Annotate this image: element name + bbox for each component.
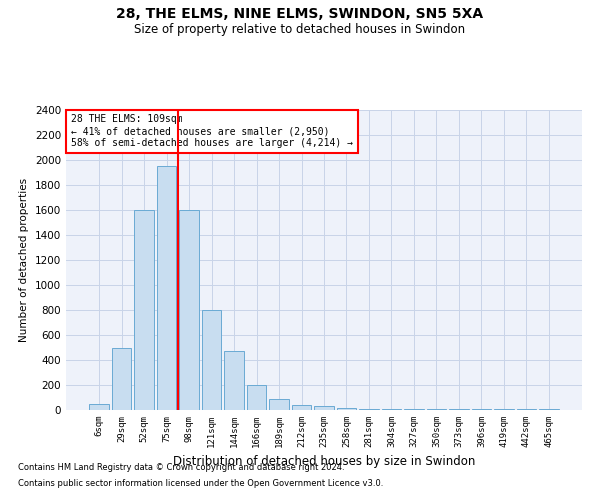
Bar <box>359 409 379 410</box>
Text: Contains HM Land Registry data © Crown copyright and database right 2024.: Contains HM Land Registry data © Crown c… <box>18 464 344 472</box>
Bar <box>134 210 154 410</box>
Bar <box>224 351 244 410</box>
Bar <box>292 405 311 410</box>
Text: Size of property relative to detached houses in Swindon: Size of property relative to detached ho… <box>134 22 466 36</box>
Y-axis label: Number of detached properties: Number of detached properties <box>19 178 29 342</box>
Bar <box>179 210 199 410</box>
Bar <box>112 348 131 410</box>
Bar <box>202 310 221 410</box>
Bar <box>89 404 109 410</box>
Bar <box>337 408 356 410</box>
Bar <box>269 399 289 410</box>
X-axis label: Distribution of detached houses by size in Swindon: Distribution of detached houses by size … <box>173 456 475 468</box>
Text: Contains public sector information licensed under the Open Government Licence v3: Contains public sector information licen… <box>18 478 383 488</box>
Bar <box>247 385 266 410</box>
Bar <box>157 166 176 410</box>
Bar <box>314 406 334 410</box>
Text: 28, THE ELMS, NINE ELMS, SWINDON, SN5 5XA: 28, THE ELMS, NINE ELMS, SWINDON, SN5 5X… <box>116 8 484 22</box>
Text: 28 THE ELMS: 109sqm
← 41% of detached houses are smaller (2,950)
58% of semi-det: 28 THE ELMS: 109sqm ← 41% of detached ho… <box>71 114 353 148</box>
